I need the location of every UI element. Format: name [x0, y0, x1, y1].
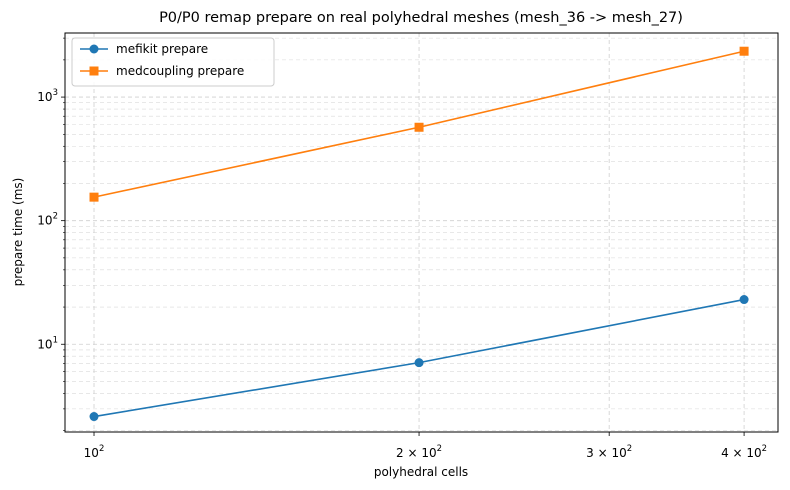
y-tick-label: 103 [37, 88, 58, 104]
legend-label-medcoupling: medcoupling prepare [116, 64, 244, 78]
axis-ticks: 101 102 103 102 2 × 102 3 × 102 4 × 102 [37, 37, 767, 460]
legend-marker-mefikit [89, 44, 99, 54]
x-tick-label: 102 [84, 444, 105, 460]
y-axis-label: prepare time (ms) [11, 178, 25, 287]
legend: mefikit prepare medcoupling prepare [71, 37, 275, 87]
legend-label-mefikit: mefikit prepare [116, 42, 208, 56]
x-tick-label: 3 × 102 [586, 444, 632, 460]
x-tick-label: 4 × 102 [721, 444, 767, 460]
series-layer [89, 46, 749, 422]
y-tick-label: 101 [37, 335, 58, 351]
x-axis-label: polyhedral cells [374, 465, 468, 479]
x-tick-label: 2 × 102 [396, 444, 442, 460]
grid [65, 33, 778, 432]
legend-box [71, 37, 275, 87]
legend-marker-medcoupling [89, 66, 99, 76]
data-point-medcoupling [414, 122, 424, 132]
data-point-mefikit [414, 358, 424, 368]
data-point-medcoupling [739, 46, 749, 56]
data-point-medcoupling [89, 192, 99, 202]
y-tick-label: 102 [37, 212, 58, 228]
chart-title: P0/P0 remap prepare on real polyhedral m… [159, 10, 683, 26]
data-point-mefikit [739, 295, 749, 305]
data-point-mefikit [89, 412, 99, 422]
